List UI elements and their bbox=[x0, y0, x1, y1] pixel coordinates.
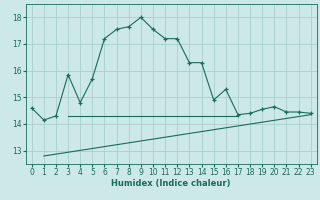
X-axis label: Humidex (Indice chaleur): Humidex (Indice chaleur) bbox=[111, 179, 231, 188]
